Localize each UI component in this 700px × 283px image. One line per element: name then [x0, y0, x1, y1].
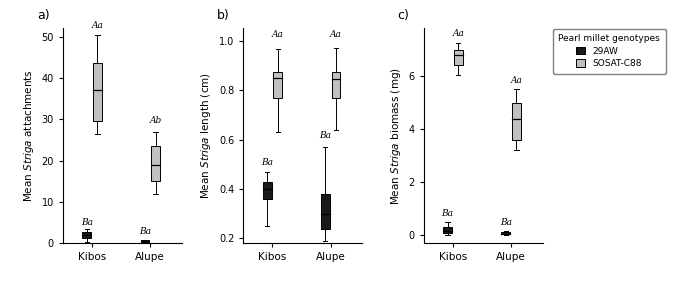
Bar [443, 228, 452, 233]
Legend: 29AW, SOSAT-C88: 29AW, SOSAT-C88 [553, 29, 666, 74]
Bar [151, 146, 160, 181]
Text: Ba: Ba [319, 130, 331, 140]
Bar [512, 103, 521, 140]
Bar [332, 72, 340, 98]
Y-axis label: Mean $\it{Striga}$ length (cm): Mean $\it{Striga}$ length (cm) [199, 72, 213, 199]
Text: b): b) [217, 9, 230, 22]
Bar [93, 63, 102, 121]
Text: Ba: Ba [80, 218, 92, 227]
Bar [262, 182, 272, 199]
Y-axis label: Mean $\it{Striga}$ attachments: Mean $\it{Striga}$ attachments [22, 69, 36, 202]
Text: Ab: Ab [149, 117, 162, 125]
Text: c): c) [398, 9, 410, 22]
Bar [274, 72, 282, 98]
Bar [141, 241, 149, 242]
Text: Aa: Aa [452, 29, 464, 38]
Text: Ba: Ba [500, 218, 512, 228]
Text: Ba: Ba [139, 227, 151, 236]
Text: Ba: Ba [261, 158, 273, 167]
Bar [454, 50, 463, 65]
Y-axis label: Mean $\it{Striga}$ biomass (mg): Mean $\it{Striga}$ biomass (mg) [389, 67, 403, 205]
Bar [501, 232, 510, 234]
Bar [83, 232, 91, 238]
Text: Aa: Aa [92, 22, 104, 30]
Bar [321, 194, 330, 229]
Text: a): a) [37, 9, 50, 22]
Text: Aa: Aa [330, 31, 342, 39]
Text: Aa: Aa [272, 31, 284, 39]
Text: Ba: Ba [442, 209, 454, 218]
Text: Aa: Aa [510, 76, 522, 85]
